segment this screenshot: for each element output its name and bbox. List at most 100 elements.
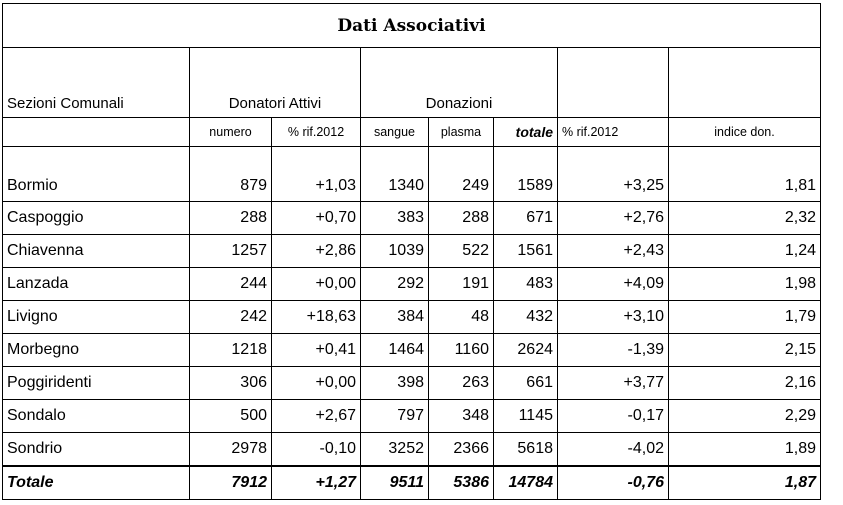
cell-sangue: 383 bbox=[360, 201, 429, 235]
cell-numero: 500 bbox=[189, 399, 272, 433]
cell-indice: 1,24 bbox=[668, 234, 821, 268]
cell-plasma: 522 bbox=[428, 234, 494, 268]
cell-sangue: 1464 bbox=[360, 333, 429, 367]
table-row: Morbegno 1218 +0,41 1464 1160 2624 -1,39 2,15 bbox=[2, 333, 821, 367]
cell-plasma: 249 bbox=[428, 146, 494, 202]
cell-totale: 671 bbox=[493, 201, 558, 235]
cell-sangue: 3252 bbox=[360, 432, 429, 467]
cell-numero: 288 bbox=[189, 201, 272, 235]
cell-totale: 483 bbox=[493, 267, 558, 301]
cell-numero: 306 bbox=[189, 366, 272, 400]
cell-name: Sondalo bbox=[2, 399, 190, 433]
cell-rif-donazioni: -0,17 bbox=[557, 399, 669, 433]
cell-indice: 1,81 bbox=[668, 146, 821, 202]
table-row: Sondalo 500 +2,67 797 348 1145 -0,17 2,29 bbox=[2, 399, 821, 433]
cell-rif-donazioni: +3,25 bbox=[557, 146, 669, 202]
cell-plasma: 2366 bbox=[428, 432, 494, 467]
total-cell-plasma: 5386 bbox=[428, 465, 494, 500]
cell-sangue: 292 bbox=[360, 267, 429, 301]
subheader-rif-donatori: % rif.2012 bbox=[271, 117, 361, 147]
cell-rif-donatori: +2,67 bbox=[271, 399, 361, 433]
cell-totale: 1145 bbox=[493, 399, 558, 433]
total-row: Totale 7912 +1,27 9511 5386 14784 -0,76 1,87 bbox=[2, 465, 821, 500]
cell-sangue: 797 bbox=[360, 399, 429, 433]
cell-name: Chiavenna bbox=[2, 234, 190, 268]
cell-rif-donatori: +18,63 bbox=[271, 300, 361, 334]
cell-totale: 432 bbox=[493, 300, 558, 334]
cell-totale: 2624 bbox=[493, 333, 558, 367]
table-row: Livigno 242 +18,63 384 48 432 +3,10 1,79 bbox=[2, 300, 821, 334]
cell-numero: 1257 bbox=[189, 234, 272, 268]
subheader-indice: indice don. bbox=[668, 117, 821, 147]
cell-name: Sondrio bbox=[2, 432, 190, 467]
cell-rif-donazioni: +4,09 bbox=[557, 267, 669, 301]
total-cell-rif-donatori: +1,27 bbox=[271, 465, 361, 500]
subheader-plasma: plasma bbox=[428, 117, 494, 147]
cell-indice: 2,29 bbox=[668, 399, 821, 433]
total-cell-sangue: 9511 bbox=[360, 465, 429, 500]
cell-sangue: 398 bbox=[360, 366, 429, 400]
cell-rif-donatori: +0,70 bbox=[271, 201, 361, 235]
cell-totale: 661 bbox=[493, 366, 558, 400]
table-title: Dati Associativi bbox=[2, 3, 821, 48]
subheader-numero: numero bbox=[189, 117, 272, 147]
cell-rif-donatori: +0,00 bbox=[271, 267, 361, 301]
cell-name: Morbegno bbox=[2, 333, 190, 367]
total-cell-indice: 1,87 bbox=[668, 465, 821, 500]
cell-numero: 2978 bbox=[189, 432, 272, 467]
cell-rif-donatori: +2,86 bbox=[271, 234, 361, 268]
cell-plasma: 288 bbox=[428, 201, 494, 235]
total-cell-totale: 14784 bbox=[493, 465, 558, 500]
subheader-rif-donazioni: % rif.2012 bbox=[557, 117, 669, 147]
cell-numero: 879 bbox=[189, 146, 272, 202]
header-sezioni-comunali: Sezioni Comunali bbox=[2, 47, 190, 118]
cell-rif-donazioni: -1,39 bbox=[557, 333, 669, 367]
table-row: Bormio 879 +1,03 1340 249 1589 +3,25 1,81 bbox=[2, 146, 821, 202]
cell-rif-donatori: +0,00 bbox=[271, 366, 361, 400]
cell-indice: 1,79 bbox=[668, 300, 821, 334]
cell-plasma: 1160 bbox=[428, 333, 494, 367]
header-empty-indice bbox=[668, 47, 821, 118]
cell-plasma: 191 bbox=[428, 267, 494, 301]
table-row: Caspoggio 288 +0,70 383 288 671 +2,76 2,32 bbox=[2, 201, 821, 235]
subheader-empty bbox=[2, 117, 190, 147]
cell-totale: 1561 bbox=[493, 234, 558, 268]
header-empty-rif bbox=[557, 47, 669, 118]
cell-name: Poggiridenti bbox=[2, 366, 190, 400]
table-row: Poggiridenti 306 +0,00 398 263 661 +3,77 2,16 bbox=[2, 366, 821, 400]
cell-name: Caspoggio bbox=[2, 201, 190, 235]
cell-name: Livigno bbox=[2, 300, 190, 334]
cell-indice: 2,15 bbox=[668, 333, 821, 367]
table-row: Sondrio 2978 -0,10 3252 2366 5618 -4,02 1,89 bbox=[2, 432, 821, 467]
cell-indice: 1,98 bbox=[668, 267, 821, 301]
cell-rif-donazioni: -4,02 bbox=[557, 432, 669, 467]
cell-rif-donatori: +0,41 bbox=[271, 333, 361, 367]
cell-indice: 2,16 bbox=[668, 366, 821, 400]
cell-rif-donatori: +1,03 bbox=[271, 146, 361, 202]
associative-data-sheet: Dati Associativi Sezioni Comunali Donato… bbox=[2, 3, 821, 500]
table-row: Lanzada 244 +0,00 292 191 483 +4,09 1,98 bbox=[2, 267, 821, 301]
data-table: Dati Associativi Sezioni Comunali Donato… bbox=[2, 3, 821, 500]
subheader-totale: totale bbox=[493, 117, 558, 147]
total-cell-numero: 7912 bbox=[189, 465, 272, 500]
cell-rif-donazioni: +2,43 bbox=[557, 234, 669, 268]
cell-name: Bormio bbox=[2, 146, 190, 202]
subheader-sangue: sangue bbox=[360, 117, 429, 147]
cell-name: Lanzada bbox=[2, 267, 190, 301]
cell-numero: 244 bbox=[189, 267, 272, 301]
cell-sangue: 1340 bbox=[360, 146, 429, 202]
cell-rif-donazioni: +3,10 bbox=[557, 300, 669, 334]
cell-indice: 2,32 bbox=[668, 201, 821, 235]
cell-sangue: 1039 bbox=[360, 234, 429, 268]
cell-plasma: 48 bbox=[428, 300, 494, 334]
cell-plasma: 348 bbox=[428, 399, 494, 433]
cell-rif-donazioni: +3,77 bbox=[557, 366, 669, 400]
cell-rif-donazioni: +2,76 bbox=[557, 201, 669, 235]
cell-rif-donatori: -0,10 bbox=[271, 432, 361, 467]
cell-totale: 5618 bbox=[493, 432, 558, 467]
total-cell-rif-donazioni: -0,76 bbox=[557, 465, 669, 500]
cell-sangue: 384 bbox=[360, 300, 429, 334]
header-donatori-attivi: Donatori Attivi bbox=[189, 47, 361, 118]
cell-numero: 242 bbox=[189, 300, 272, 334]
header-donazioni: Donazioni bbox=[360, 47, 558, 118]
